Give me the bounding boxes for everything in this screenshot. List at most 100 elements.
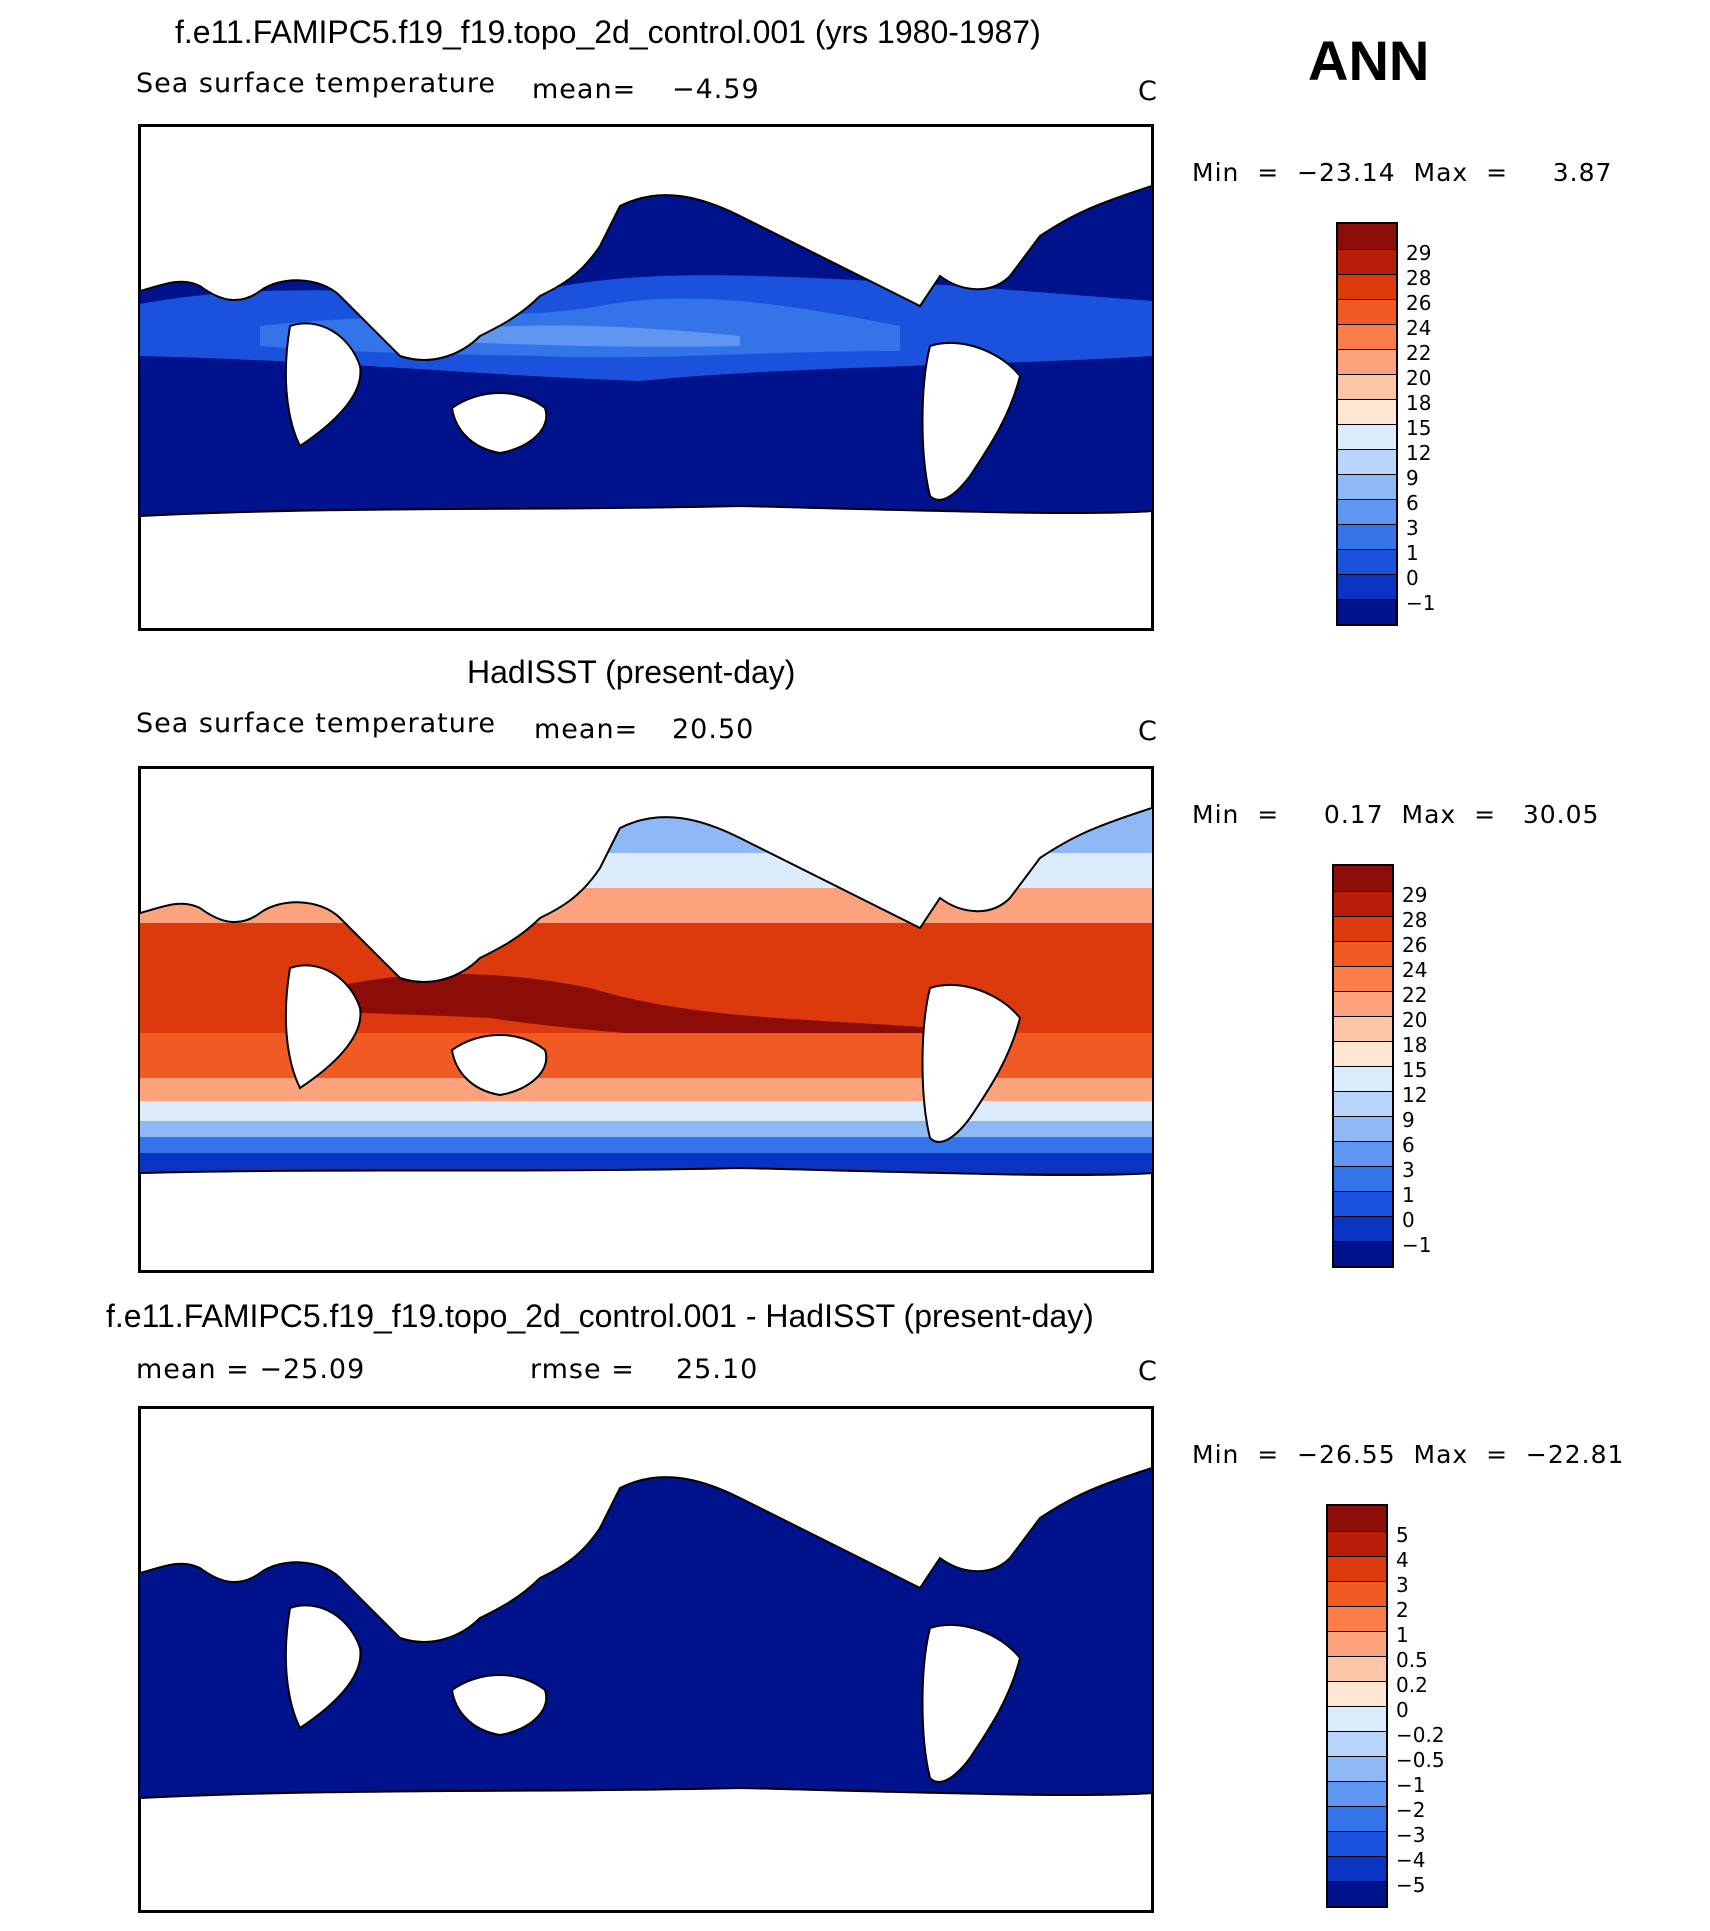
colorbar-tick-label: −5: [1396, 1873, 1426, 1897]
colorbar-segment: [1338, 249, 1396, 274]
colorbar-segment: [1334, 1016, 1392, 1041]
colorbar-segment: [1338, 474, 1396, 499]
colorbar-tick-label: 9: [1406, 466, 1419, 490]
colorbar-segment: [1334, 891, 1392, 916]
colorbar-segment: [1334, 1191, 1392, 1216]
colorbar-tick-label: 26: [1402, 933, 1428, 957]
colorbar-segment: [1338, 274, 1396, 299]
colorbar-tick-label: 2: [1396, 1598, 1409, 1622]
colorbar-tick-label: 4: [1396, 1548, 1409, 1572]
colorbar-tick-label: −0.5: [1396, 1748, 1445, 1772]
panel1-variable: Sea surface temperature: [136, 68, 496, 99]
colorbar-tick-label: 15: [1406, 416, 1432, 440]
colorbar-segment: [1328, 1581, 1386, 1606]
colorbar-tick-label: 3: [1406, 516, 1419, 540]
colorbar-tick-label: 1: [1396, 1623, 1409, 1647]
panel1-mean-value: −4.59: [672, 74, 760, 105]
colorbar-segment: [1334, 866, 1392, 891]
panel2-map-svg: [140, 768, 1152, 1271]
panel3-rmse-label: rmse =: [530, 1354, 635, 1385]
colorbar-segment: [1334, 1166, 1392, 1191]
panel2-variable: Sea surface temperature: [136, 708, 496, 739]
colorbar-segment: [1338, 224, 1396, 249]
colorbar-segment: [1328, 1706, 1386, 1731]
colorbar-tick-label: −2: [1396, 1798, 1426, 1822]
colorbar-tick-label: 22: [1402, 983, 1428, 1007]
panel2-units: C: [1138, 716, 1158, 747]
colorbar-tick-label: 12: [1402, 1083, 1428, 1107]
colorbar-segment: [1328, 1681, 1386, 1706]
colorbar-tick-label: 1: [1406, 541, 1419, 565]
colorbar-tick-label: 29: [1402, 883, 1428, 907]
colorbar-segment: [1334, 916, 1392, 941]
panel1-minmax: Min = −23.14 Max = 3.87: [1192, 158, 1613, 187]
colorbar-segment: [1328, 1531, 1386, 1556]
panel3-map-svg: [140, 1408, 1152, 1911]
panel3-units: C: [1138, 1356, 1158, 1387]
panel2-mean-value: 20.50: [672, 714, 755, 745]
colorbar-tick-label: 6: [1406, 491, 1419, 515]
colorbar-tick-label: 20: [1406, 366, 1432, 390]
panel2-map: [138, 766, 1154, 1273]
colorbar-tick-label: 5: [1396, 1523, 1409, 1547]
colorbar-segment: [1328, 1756, 1386, 1781]
panel2-title: HadISST (present-day): [467, 654, 796, 690]
panel3-minmax: Min = −26.55 Max = −22.81: [1192, 1440, 1625, 1469]
colorbar-tick-label: −0.2: [1396, 1723, 1445, 1747]
colorbar-segment: [1338, 599, 1396, 624]
colorbar-segment: [1338, 549, 1396, 574]
panel1-map-svg: [140, 126, 1152, 629]
colorbar-tick-label: −1: [1406, 591, 1436, 615]
colorbar-segment: [1334, 1066, 1392, 1091]
colorbar-segment: [1334, 941, 1392, 966]
colorbar-tick-label: 22: [1406, 341, 1432, 365]
colorbar-segment: [1334, 1091, 1392, 1116]
colorbar-tick-label: 0.2: [1396, 1673, 1428, 1697]
colorbar-segment: [1328, 1856, 1386, 1881]
panel1-title: f.e11.FAMIPC5.f19_f19.topo_2d_control.00…: [175, 14, 1041, 50]
colorbar-segment: [1338, 574, 1396, 599]
colorbar-tick-label: 28: [1402, 908, 1428, 932]
colorbar-segment: [1334, 991, 1392, 1016]
colorbar-segment: [1338, 424, 1396, 449]
panel3-title: f.e11.FAMIPC5.f19_f19.topo_2d_control.00…: [106, 1298, 1094, 1334]
colorbar-segment: [1328, 1806, 1386, 1831]
panel2-minmax: Min = 0.17 Max = 30.05: [1192, 800, 1600, 829]
colorbar-tick-label: 26: [1406, 291, 1432, 315]
colorbar-tick-label: 28: [1406, 266, 1432, 290]
colorbar-tick-label: 24: [1402, 958, 1428, 982]
colorbar-tick-label: −1: [1396, 1773, 1426, 1797]
panel3-colorbar-box: [1326, 1504, 1388, 1908]
colorbar-tick-label: 1: [1402, 1183, 1415, 1207]
panel3-rmse-value: 25.10: [676, 1354, 759, 1385]
colorbar-tick-label: 0.5: [1396, 1648, 1428, 1672]
colorbar-segment: [1328, 1731, 1386, 1756]
colorbar-tick-label: 6: [1402, 1133, 1415, 1157]
colorbar-segment: [1338, 349, 1396, 374]
colorbar-tick-label: 20: [1402, 1008, 1428, 1032]
colorbar-tick-label: 29: [1406, 241, 1432, 265]
panel1-colorbar-box: [1336, 222, 1398, 626]
colorbar-tick-label: 0: [1402, 1208, 1415, 1232]
colorbar-tick-label: 0: [1406, 566, 1419, 590]
colorbar-tick-label: 18: [1402, 1033, 1428, 1057]
colorbar-segment: [1328, 1506, 1386, 1531]
colorbar-tick-label: 12: [1406, 441, 1432, 465]
colorbar-tick-label: 24: [1406, 316, 1432, 340]
colorbar-tick-label: −3: [1396, 1823, 1426, 1847]
colorbar-segment: [1338, 499, 1396, 524]
colorbar-segment: [1338, 524, 1396, 549]
colorbar-tick-label: 3: [1402, 1158, 1415, 1182]
colorbar-tick-label: 3: [1396, 1573, 1409, 1597]
season-label: ANN: [1308, 29, 1430, 92]
colorbar-segment: [1338, 299, 1396, 324]
colorbar-segment: [1338, 324, 1396, 349]
panel3-map: [138, 1406, 1154, 1913]
colorbar-segment: [1338, 399, 1396, 424]
colorbar-segment: [1328, 1781, 1386, 1806]
colorbar-segment: [1328, 1556, 1386, 1581]
colorbar-segment: [1334, 1041, 1392, 1066]
colorbar-segment: [1338, 374, 1396, 399]
panel1-units: C: [1138, 76, 1158, 107]
colorbar-segment: [1328, 1831, 1386, 1856]
